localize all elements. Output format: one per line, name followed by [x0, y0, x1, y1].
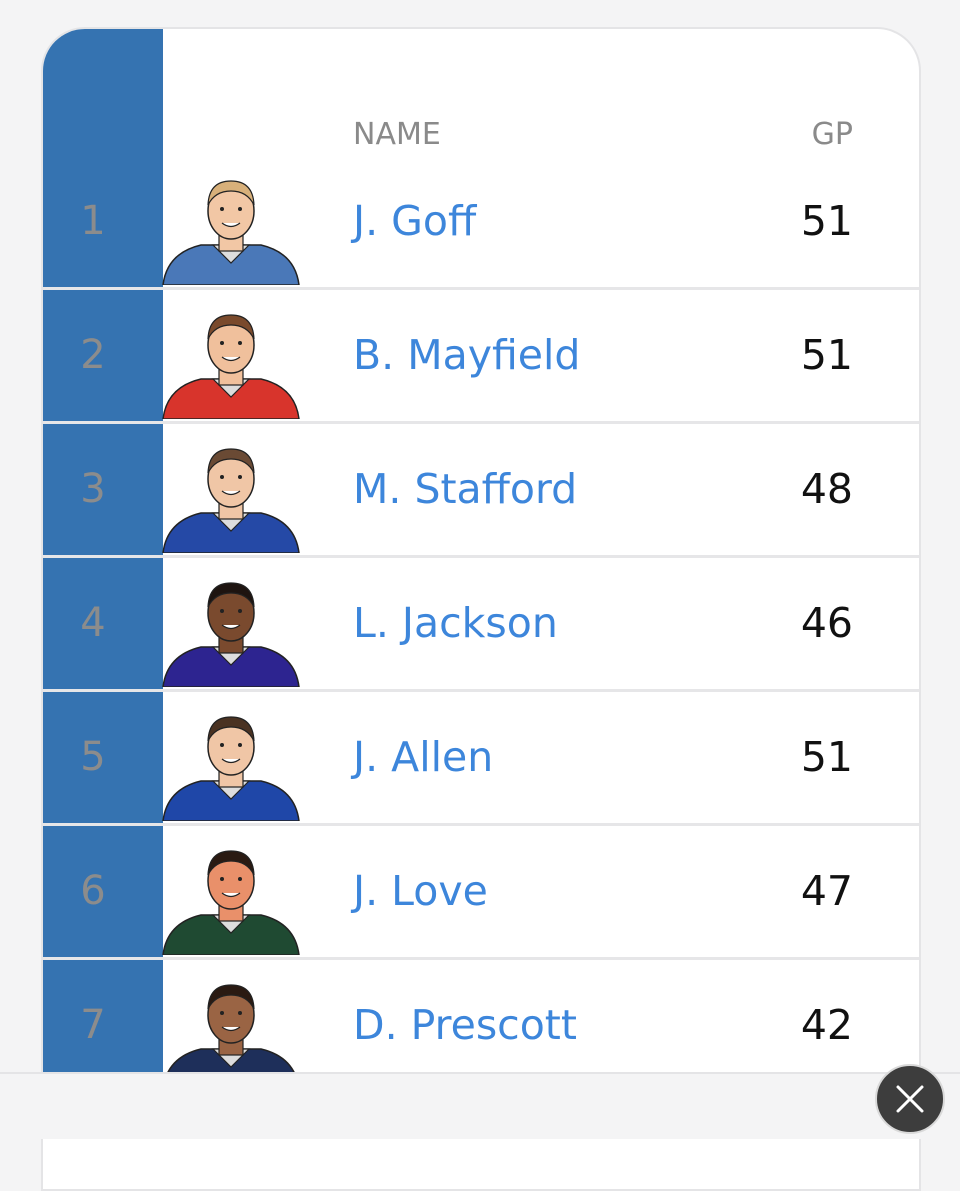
- gp-value: 48: [800, 465, 853, 513]
- gp-value: 42: [800, 1001, 853, 1049]
- gp-value: 51: [800, 733, 853, 781]
- player-name[interactable]: J. Goff: [353, 197, 477, 245]
- row-divider: [43, 823, 919, 826]
- row-divider: [43, 421, 919, 424]
- table-row: 3 M. Stafford 90 48: [43, 422, 919, 558]
- gp-value: 47: [800, 867, 853, 915]
- td-value: 101: [664, 197, 743, 245]
- player-avatar: [162, 314, 300, 419]
- table-row: 6 J. Love 80 47: [43, 824, 919, 960]
- rank: 4: [80, 600, 106, 646]
- close-icon: [896, 1085, 924, 1113]
- td-value: 77: [690, 1001, 743, 1049]
- player-avatar: [162, 716, 300, 821]
- gp-value: 46: [800, 599, 853, 647]
- player-name[interactable]: M. Stafford: [353, 465, 578, 513]
- player-avatar: [162, 180, 300, 285]
- rank: 1: [80, 198, 106, 244]
- leaderboard-card: NAME TD GP 1 J. Goff 101 51 2 B. Mayfield 95…: [41, 27, 921, 1191]
- page: NAME TD GP 1 J. Goff 101 51 2 B. Mayfield 95…: [0, 27, 960, 1191]
- table-row: 1 J. Goff 101 51: [43, 154, 919, 290]
- player-avatar: [162, 448, 300, 553]
- table-row: 5 J. Allen 82 51: [43, 690, 919, 826]
- td-column-highlight: [43, 29, 163, 1129]
- row-divider: [43, 957, 919, 960]
- player-name[interactable]: J. Allen: [353, 733, 494, 781]
- player-avatar: [162, 850, 300, 955]
- bottom-bar: [0, 1072, 960, 1139]
- player-name[interactable]: D. Prescott: [353, 1001, 577, 1049]
- header-gp[interactable]: GP: [811, 117, 853, 152]
- td-value: 82: [690, 733, 743, 781]
- rank: 7: [80, 1002, 106, 1048]
- row-divider: [43, 689, 919, 692]
- rank: 2: [80, 332, 106, 378]
- td-value: 95: [690, 331, 743, 379]
- header-td[interactable]: TD: [701, 117, 743, 152]
- player-name[interactable]: B. Mayfield: [353, 331, 581, 379]
- td-value: 80: [690, 867, 743, 915]
- rank: 6: [80, 868, 106, 914]
- player-name[interactable]: J. Love: [353, 867, 488, 915]
- player-avatar: [162, 582, 300, 687]
- rank: 5: [80, 734, 106, 780]
- table-row: 2 B. Mayfield 95 51: [43, 288, 919, 424]
- row-divider: [43, 555, 919, 558]
- table-row: 4 L. Jackson 86 46: [43, 556, 919, 692]
- close-button[interactable]: [875, 1064, 945, 1134]
- player-name[interactable]: L. Jackson: [353, 599, 558, 647]
- td-value: 90: [690, 465, 743, 513]
- gp-value: 51: [800, 331, 853, 379]
- row-divider: [43, 287, 919, 290]
- header-name[interactable]: NAME: [353, 117, 441, 152]
- td-value: 86: [690, 599, 743, 647]
- rank: 3: [80, 466, 106, 512]
- gp-value: 51: [800, 197, 853, 245]
